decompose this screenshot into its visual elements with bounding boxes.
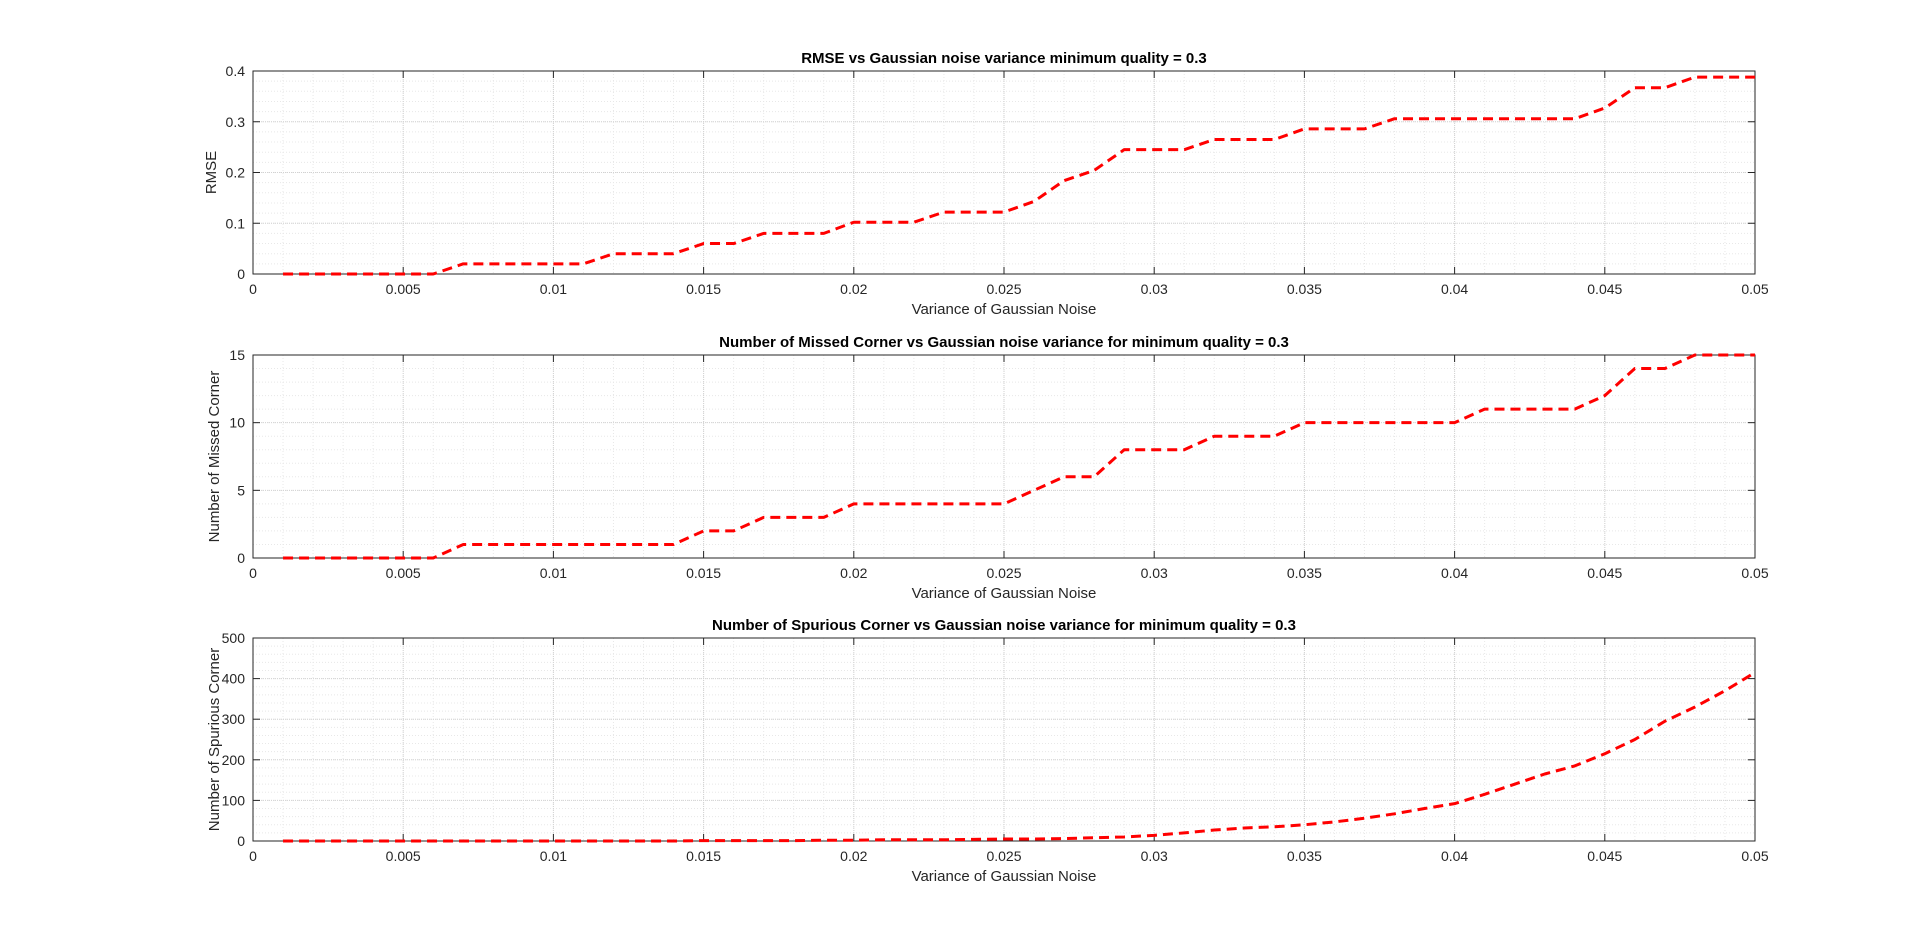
y-tick-label: 500 [222, 630, 246, 646]
y-tick-label: 0.4 [226, 63, 246, 79]
y-axis-label: Number of Missed Corner [206, 371, 223, 543]
x-tick-label: 0.015 [686, 281, 721, 297]
x-tick-label: 0.03 [1141, 848, 1168, 864]
y-tick-label: 0.1 [226, 215, 246, 231]
x-tick-label: 0.04 [1441, 281, 1468, 297]
x-tick-label: 0.045 [1587, 848, 1622, 864]
x-axis: 0 0.005 0.01 0.015 0.02 0.025 0.03 0.035 0.04 0.0… [249, 71, 1769, 297]
subplot-missed-corner: 0 0.005 0.01 0.015 0.02 0.025 0.03 0.035 0.04 0.0… [206, 334, 1769, 602]
x-tick-label: 0.005 [386, 848, 421, 864]
y-tick-label: 100 [222, 792, 246, 808]
x-axis-label: Variance of Gaussian Noise [912, 585, 1097, 602]
x-tick-label: 0.01 [540, 848, 567, 864]
chart-title: RMSE vs Gaussian noise variance minimum … [801, 50, 1207, 67]
x-tick-label: 0.015 [686, 565, 721, 581]
x-tick-label: 0.035 [1287, 565, 1322, 581]
y-tick-label: 0 [237, 833, 245, 849]
x-tick-label: 0.015 [686, 848, 721, 864]
x-tick-label: 0 [249, 848, 257, 864]
y-tick-label: 0.2 [226, 165, 246, 181]
y-tick-label: 15 [229, 347, 245, 363]
y-axis: 0 100 200 300 400 500 [222, 630, 1755, 849]
y-axis-label: RMSE [203, 151, 220, 194]
x-tick-label: 0.025 [986, 565, 1021, 581]
x-axis-label: Variance of Gaussian Noise [912, 301, 1097, 318]
y-tick-label: 0 [237, 266, 245, 282]
series-line [283, 353, 1755, 560]
chart-title: Number of Spurious Corner vs Gaussian no… [712, 617, 1296, 634]
y-tick-label: 10 [229, 415, 245, 431]
x-tick-label: 0.03 [1141, 281, 1168, 297]
y-tick-label: 400 [222, 671, 246, 687]
y-axis: 0 0.1 0.2 0.3 0.4 [226, 63, 1755, 282]
x-tick-label: 0.01 [540, 565, 567, 581]
y-tick-label: 200 [222, 752, 246, 768]
series-line [283, 75, 1755, 276]
x-tick-label: 0.005 [386, 281, 421, 297]
y-tick-label: 0.3 [226, 114, 246, 130]
x-tick-label: 0.02 [840, 848, 867, 864]
x-tick-label: 0.02 [840, 565, 867, 581]
y-tick-label: 0 [237, 550, 245, 566]
x-tick-label: 0 [249, 565, 257, 581]
x-tick-label: 0.04 [1441, 565, 1468, 581]
x-tick-label: 0.05 [1741, 281, 1768, 297]
x-axis-label: Variance of Gaussian Noise [912, 868, 1097, 885]
x-tick-label: 0 [249, 281, 257, 297]
x-tick-label: 0.005 [386, 565, 421, 581]
series-line [283, 671, 1756, 843]
chart-title: Number of Missed Corner vs Gaussian nois… [719, 334, 1289, 351]
subplot-rmse: 0 0.005 0.01 0.015 0.02 0.025 0.03 0.035 0.04 0.0… [203, 50, 1769, 318]
x-axis: 0 0.005 0.01 0.015 0.02 0.025 0.03 0.035 0.04 0.0… [249, 355, 1769, 581]
x-tick-label: 0.04 [1441, 848, 1468, 864]
x-tick-label: 0.05 [1741, 565, 1768, 581]
y-axis-label: Number of Spurious Corner [206, 648, 223, 831]
y-tick-label: 5 [237, 482, 245, 498]
x-tick-label: 0.025 [986, 281, 1021, 297]
x-tick-label: 0.045 [1587, 565, 1622, 581]
x-tick-label: 0.045 [1587, 281, 1622, 297]
x-tick-label: 0.035 [1287, 281, 1322, 297]
y-tick-label: 300 [222, 711, 246, 727]
x-tick-label: 0.01 [540, 281, 567, 297]
x-tick-label: 0.025 [986, 848, 1021, 864]
x-tick-label: 0.035 [1287, 848, 1322, 864]
x-tick-label: 0.03 [1141, 565, 1168, 581]
subplot-spurious-corner: 0 0.005 0.01 0.015 0.02 0.025 0.03 0.035 0.04 0.0… [206, 617, 1769, 885]
x-axis: 0 0.005 0.01 0.015 0.02 0.025 0.03 0.035 0.04 0.0… [249, 638, 1769, 864]
x-tick-label: 0.02 [840, 281, 867, 297]
x-tick-label: 0.05 [1741, 848, 1768, 864]
